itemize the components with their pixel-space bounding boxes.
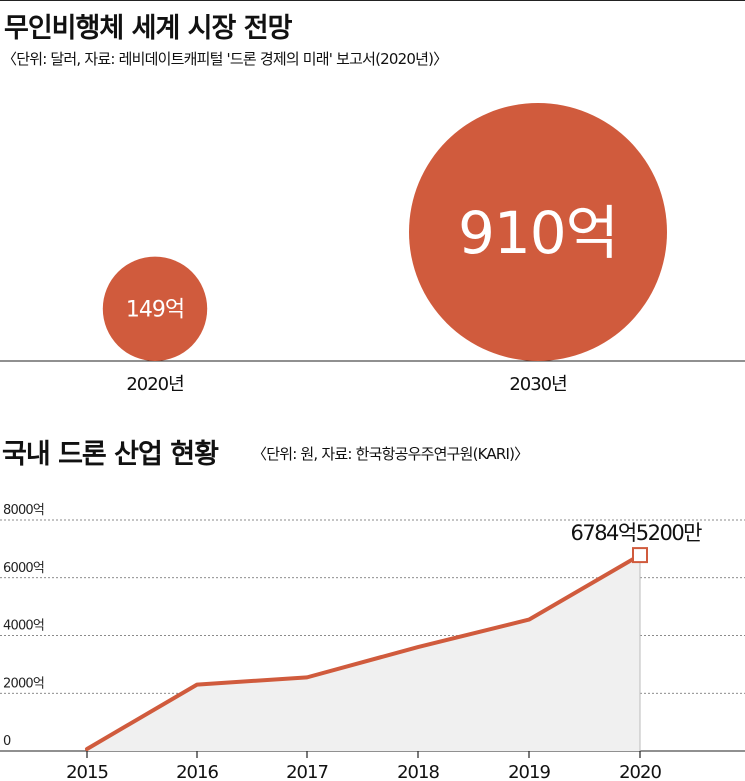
y-tick-label: 2000억 [3, 676, 44, 691]
bubble-2030년 [409, 103, 667, 361]
x-tick-label: 2020 [619, 762, 661, 781]
y-tick-label: 0 [3, 734, 11, 749]
y-tick-label: 8000억 [3, 503, 44, 518]
industry-chart-subtitle: 〈단위: 원, 자료: 한국항공우주연구원(KARI)〉 [252, 445, 529, 463]
bubble-value-label: 910억 [458, 199, 618, 267]
last-point-marker [632, 547, 648, 564]
bubble-value-label: 149억 [126, 298, 184, 323]
top-rule [0, 0, 745, 1]
bubble-2020년 [102, 256, 208, 361]
series-line [85, 553, 642, 751]
bubble-category-label: 2030년 [509, 374, 566, 395]
x-tick-label: 2015 [66, 762, 108, 781]
industry-chart-title: 국내 드론 산업 현황 [2, 439, 219, 470]
bubble-category-label: 2020년 [126, 374, 183, 395]
x-tick-label: 2019 [508, 762, 550, 781]
y-tick-label: 6000억 [3, 561, 44, 576]
x-tick-label: 2016 [176, 762, 218, 781]
area-fill [87, 555, 640, 751]
last-point-annotation: 6784억5200만 [570, 521, 702, 545]
market-chart-subtitle: 〈단위: 달러, 자료: 레비데이트캐피털 '드론 경제의 미래' 보고서(20… [2, 50, 448, 68]
x-tick-label: 2017 [286, 762, 328, 781]
market-chart-title: 무인비행체 세계 시장 전망 [4, 13, 292, 44]
y-tick-label: 4000억 [3, 619, 44, 634]
x-tick-label: 2018 [397, 762, 439, 781]
